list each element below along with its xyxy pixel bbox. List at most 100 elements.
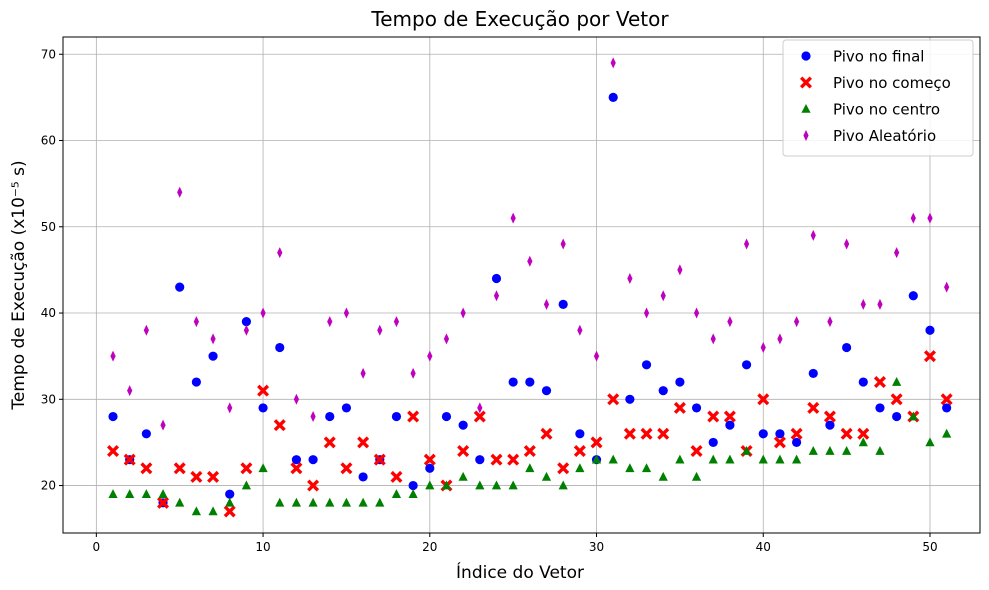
data-point bbox=[291, 497, 302, 507]
data-point bbox=[775, 454, 785, 464]
data-point bbox=[625, 394, 635, 404]
data-point bbox=[458, 420, 468, 430]
data-point bbox=[308, 497, 318, 507]
data-point bbox=[758, 454, 768, 464]
data-point bbox=[641, 463, 652, 473]
data-point bbox=[257, 384, 270, 397]
x-tick-label: 40 bbox=[756, 540, 771, 554]
data-point bbox=[108, 411, 118, 422]
data-point bbox=[792, 437, 802, 448]
data-point bbox=[925, 437, 935, 447]
data-point bbox=[110, 350, 116, 362]
x-tick-label: 50 bbox=[922, 540, 937, 554]
data-point bbox=[277, 247, 283, 259]
data-point bbox=[457, 445, 470, 458]
data-point bbox=[760, 342, 766, 354]
data-point bbox=[640, 427, 653, 440]
data-point bbox=[643, 307, 650, 319]
data-point bbox=[327, 316, 333, 328]
data-point bbox=[275, 342, 285, 353]
data-point bbox=[408, 480, 418, 491]
data-point bbox=[391, 489, 402, 498]
data-point bbox=[410, 367, 416, 379]
data-point bbox=[573, 445, 586, 458]
data-points bbox=[107, 57, 953, 518]
data-point bbox=[475, 455, 485, 465]
data-point bbox=[608, 454, 618, 464]
data-point bbox=[691, 471, 702, 481]
legend-marker bbox=[803, 130, 809, 141]
data-point bbox=[590, 436, 603, 449]
y-tick-label: 20 bbox=[41, 479, 56, 493]
data-point bbox=[675, 377, 685, 387]
data-point bbox=[940, 393, 953, 406]
data-point bbox=[373, 453, 386, 466]
data-point bbox=[825, 420, 835, 430]
data-point bbox=[673, 401, 686, 414]
data-point bbox=[175, 282, 185, 292]
x-tick-label: 30 bbox=[589, 540, 604, 554]
data-point bbox=[341, 403, 352, 413]
data-point bbox=[792, 454, 802, 464]
data-point bbox=[458, 471, 468, 481]
data-point bbox=[873, 376, 886, 389]
data-point bbox=[241, 480, 251, 490]
data-point bbox=[877, 298, 883, 310]
data-point bbox=[423, 453, 436, 466]
data-point bbox=[823, 410, 836, 423]
data-point bbox=[623, 427, 636, 440]
data-point bbox=[441, 411, 452, 422]
data-point bbox=[107, 445, 120, 458]
data-point bbox=[208, 506, 218, 516]
data-point bbox=[223, 505, 236, 518]
data-point bbox=[425, 463, 435, 473]
data-point bbox=[227, 402, 233, 414]
data-point bbox=[340, 462, 353, 475]
data-point bbox=[677, 264, 683, 276]
data-point bbox=[310, 411, 316, 423]
data-point bbox=[443, 333, 450, 345]
data-point bbox=[925, 325, 935, 335]
data-point bbox=[658, 471, 668, 481]
data-point bbox=[323, 436, 336, 449]
data-point bbox=[123, 453, 136, 466]
data-point bbox=[693, 307, 700, 319]
data-point bbox=[491, 273, 502, 284]
data-point bbox=[493, 290, 500, 302]
data-point bbox=[727, 316, 733, 328]
data-point bbox=[243, 324, 249, 336]
data-point bbox=[660, 290, 666, 302]
data-point bbox=[857, 427, 870, 440]
data-point bbox=[460, 307, 466, 319]
data-point bbox=[908, 291, 918, 301]
data-point bbox=[593, 350, 600, 362]
data-point bbox=[125, 489, 135, 498]
data-point bbox=[910, 212, 916, 224]
data-point bbox=[641, 360, 652, 370]
data-point bbox=[558, 480, 568, 490]
data-point bbox=[141, 429, 151, 439]
data-point bbox=[892, 377, 902, 386]
data-point bbox=[241, 317, 251, 327]
data-point bbox=[407, 410, 420, 423]
data-point bbox=[723, 410, 736, 423]
data-point bbox=[358, 472, 368, 482]
data-point bbox=[743, 238, 750, 250]
data-point bbox=[890, 393, 903, 406]
data-point bbox=[741, 446, 752, 455]
data-point bbox=[341, 497, 352, 507]
data-point bbox=[427, 350, 433, 362]
data-point bbox=[808, 446, 818, 455]
data-point bbox=[207, 470, 220, 483]
data-point bbox=[923, 350, 936, 363]
data-point bbox=[158, 489, 168, 498]
ticks: 0 10 20 30 40 50 20 30 40 50 60 70 bbox=[41, 47, 938, 554]
data-point bbox=[541, 471, 552, 481]
data-point bbox=[360, 367, 366, 379]
y-axis-title: Tempo de Execução (x10⁻⁵ s) bbox=[9, 160, 29, 410]
data-point bbox=[190, 470, 203, 483]
data-point bbox=[608, 92, 618, 102]
data-point bbox=[541, 386, 552, 396]
data-point bbox=[577, 324, 583, 336]
